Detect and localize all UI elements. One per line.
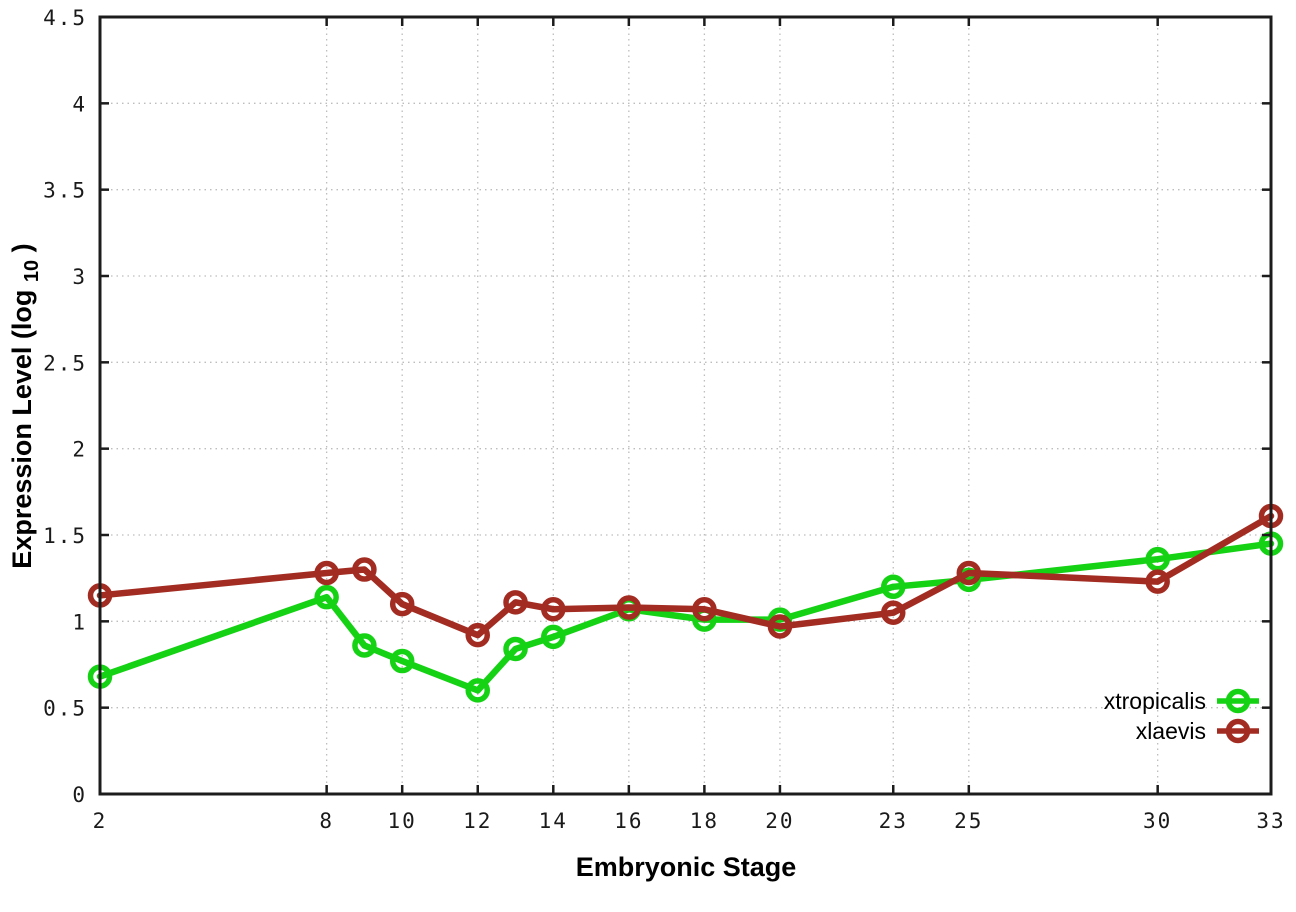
y-tick-label: 1.5 xyxy=(43,524,87,548)
xlaevis-point xyxy=(616,595,642,620)
xtropicalis-point xyxy=(503,636,528,662)
x-tick-label: 20 xyxy=(765,809,794,833)
legend-marker-xtropicalis xyxy=(1225,688,1251,714)
y-tick-label: 2 xyxy=(72,438,87,462)
xlaevis-point xyxy=(503,590,528,615)
x-axis-title: Embryonic Stage xyxy=(576,852,797,882)
xlaevis-point xyxy=(767,614,793,639)
legend: xtropicalis xlaevis xyxy=(1104,688,1259,744)
legend-entry-xtropicalis: xtropicalis xyxy=(1104,688,1259,714)
xlaevis-point xyxy=(881,600,906,625)
y-axis-title: Expression Level (log 10 ) xyxy=(7,243,44,568)
xlaevis-point xyxy=(465,622,490,648)
y-tick-label: 4.5 xyxy=(43,6,87,30)
legend-marker-xlaevis xyxy=(1225,718,1251,744)
y-tick-label: 0.5 xyxy=(43,697,87,721)
x-tick-label: 33 xyxy=(1256,809,1285,833)
legend-entry-xlaevis: xlaevis xyxy=(1136,718,1259,744)
x-tick-label: 14 xyxy=(539,809,568,833)
xtropicalis-point xyxy=(314,584,339,610)
x-tick-label: 23 xyxy=(879,809,908,833)
y-tick-label: 2.5 xyxy=(43,351,87,375)
x-tick-label: 30 xyxy=(1143,809,1172,833)
xtropicalis-point xyxy=(541,624,566,650)
x-tick-label: 2 xyxy=(93,809,108,833)
y-axis-title-close: ) xyxy=(7,243,37,252)
x-tick-label: 18 xyxy=(690,809,719,833)
y-axis-title-subscript: 10 xyxy=(21,260,43,282)
xlaevis-point xyxy=(692,596,717,622)
plot-border xyxy=(98,15,1273,796)
x-tick-label: 16 xyxy=(614,809,643,833)
y-axis-title-main: Expression Level (log xyxy=(7,290,37,569)
tick-labels: 2 8 10 12 14 16 18 20 23 25 30 33 0 0.5 1 1.5 2 2.5 3 3.5 4 4… xyxy=(43,6,1285,833)
gridlines xyxy=(99,16,1272,795)
y-tick-label: 1 xyxy=(72,610,87,634)
xtropicalis-point xyxy=(1145,546,1170,572)
y-tick-label: 0 xyxy=(72,783,87,807)
xlaevis-point xyxy=(956,560,982,586)
xlaevis-point xyxy=(1145,569,1170,594)
xlaevis-point xyxy=(389,591,415,617)
xlaevis-point xyxy=(352,557,377,582)
xtropicalis-point xyxy=(389,648,415,674)
xtropicalis-point xyxy=(465,678,490,703)
legend-label-xlaevis: xlaevis xyxy=(1136,718,1206,744)
x-tick-label: 25 xyxy=(954,809,983,833)
x-tick-label: 10 xyxy=(388,809,417,833)
legend-label-xtropicalis: xtropicalis xyxy=(1104,688,1206,714)
xtropicalis-point xyxy=(881,574,906,600)
x-tick-label: 8 xyxy=(319,809,334,833)
xtropicalis-point xyxy=(352,633,377,658)
y-tick-label: 3.5 xyxy=(43,179,87,203)
xlaevis-point xyxy=(541,596,566,622)
y-tick-label: 3 xyxy=(72,265,87,289)
xtropicalis-line xyxy=(96,540,1275,694)
y-tick-label: 4 xyxy=(72,92,87,116)
axes xyxy=(98,15,1273,796)
xlaevis-point xyxy=(314,560,339,586)
x-tick-label: 12 xyxy=(463,809,492,833)
